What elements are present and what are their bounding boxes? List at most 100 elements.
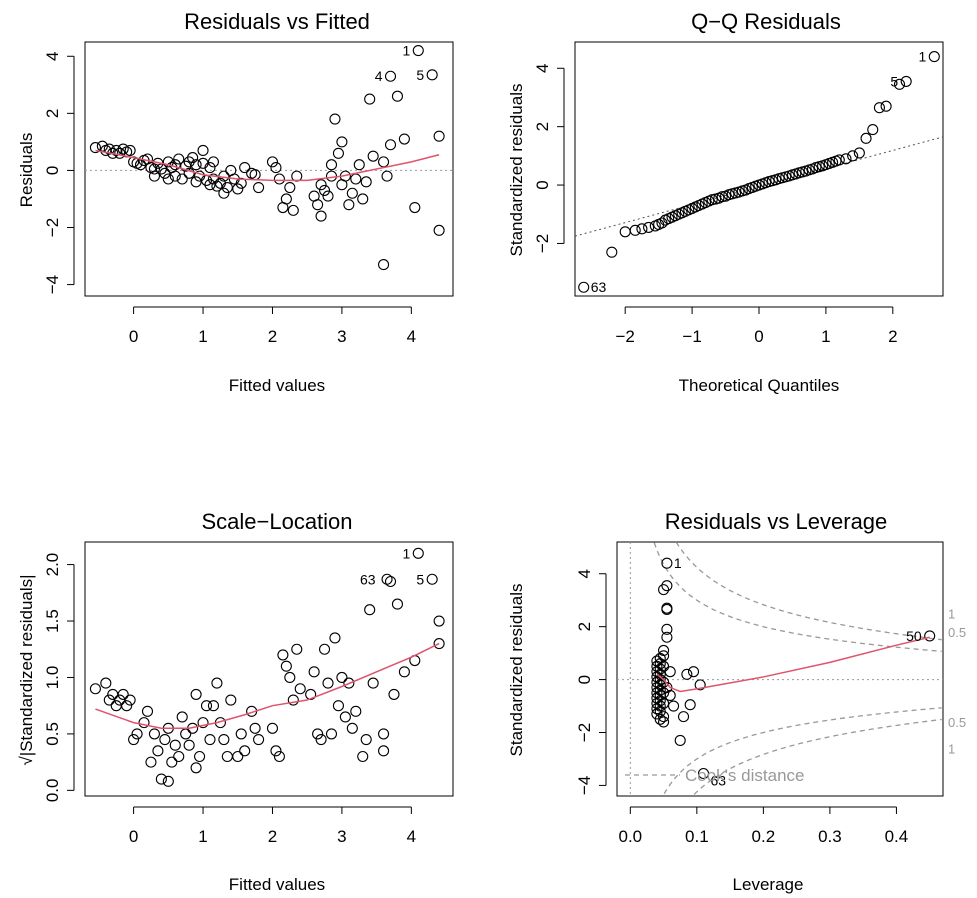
data-point bbox=[664, 689, 676, 702]
data-point bbox=[388, 688, 400, 700]
data-point bbox=[654, 668, 666, 680]
x-axis-label: Fitted values bbox=[229, 376, 325, 395]
data-point bbox=[169, 170, 181, 182]
data-point bbox=[103, 694, 115, 706]
data-point bbox=[357, 750, 369, 763]
data-point bbox=[325, 159, 338, 171]
cooks-contour-label: 1 bbox=[948, 606, 955, 621]
data-point bbox=[211, 677, 223, 689]
data-point bbox=[207, 156, 220, 168]
data-point bbox=[329, 632, 341, 644]
x-tick-label: 0.3 bbox=[818, 827, 842, 846]
point-label: 63 bbox=[710, 773, 726, 789]
cooks-contour-label: 0.5 bbox=[948, 625, 966, 640]
data-point bbox=[336, 136, 348, 148]
data-point bbox=[131, 728, 143, 740]
data-point bbox=[159, 734, 171, 746]
cooks-contour bbox=[693, 718, 942, 795]
data-point bbox=[606, 246, 618, 258]
data-point bbox=[190, 159, 202, 171]
data-point bbox=[378, 745, 390, 757]
x-axis-label: Theoretical Quantiles bbox=[679, 376, 840, 395]
point-label: 1 bbox=[402, 545, 410, 561]
plot-frame bbox=[84, 41, 454, 297]
data-point bbox=[629, 224, 641, 236]
point-label: 5 bbox=[416, 571, 424, 587]
data-point bbox=[336, 671, 348, 684]
point-labels: 1 4 5 bbox=[375, 43, 425, 85]
data-point bbox=[121, 700, 133, 712]
data-point bbox=[924, 630, 936, 642]
data-points bbox=[651, 557, 936, 780]
data-point bbox=[840, 153, 852, 165]
x-axis: 0.0 0.1 0.2 0.3 0.4 bbox=[618, 806, 908, 846]
data-point bbox=[651, 660, 663, 672]
data-point bbox=[128, 734, 140, 746]
data-point bbox=[117, 688, 129, 700]
data-point bbox=[166, 756, 178, 768]
data-point bbox=[180, 728, 192, 740]
data-point bbox=[674, 734, 686, 746]
data-point bbox=[426, 69, 438, 81]
data-point bbox=[221, 182, 233, 194]
data-point bbox=[148, 163, 160, 175]
y-tick-label: 0.0 bbox=[43, 779, 62, 803]
data-point bbox=[364, 93, 376, 105]
y-axis: 0.0 0.5 1.0 1.5 2.0 bbox=[43, 553, 75, 803]
data-point bbox=[658, 650, 670, 662]
x-tick-label: 1 bbox=[198, 327, 207, 346]
data-point bbox=[110, 144, 122, 156]
point-label: 1 bbox=[919, 49, 927, 65]
data-point bbox=[89, 683, 101, 695]
data-point bbox=[204, 179, 216, 191]
data-point bbox=[684, 699, 696, 711]
cooks-contour-label: 1 bbox=[948, 741, 955, 756]
y-tick-label: 0 bbox=[575, 675, 594, 684]
data-point bbox=[218, 187, 230, 199]
data-point bbox=[346, 722, 358, 734]
y-axis-label: Standardized residuals bbox=[507, 584, 526, 757]
data-point bbox=[664, 666, 676, 678]
y-axis-label: Residuals bbox=[17, 133, 36, 208]
y-tick-label: 1.0 bbox=[43, 666, 62, 690]
data-point bbox=[654, 663, 666, 675]
x-axis: −2 −1 0 1 2 bbox=[615, 306, 898, 346]
data-point bbox=[190, 176, 202, 188]
data-point bbox=[847, 150, 859, 162]
data-point bbox=[124, 694, 136, 706]
data-point bbox=[329, 113, 341, 125]
data-point bbox=[697, 767, 710, 780]
data-point bbox=[651, 697, 663, 709]
data-point bbox=[677, 711, 690, 723]
x-tick-label: 0 bbox=[754, 327, 763, 346]
cooks-contour bbox=[663, 707, 942, 795]
data-point bbox=[287, 204, 299, 216]
x-tick-label: 2 bbox=[888, 327, 897, 346]
y-axis: −4 −2 0 2 4 bbox=[43, 52, 75, 294]
smooth-line bbox=[656, 636, 930, 693]
data-point bbox=[162, 156, 174, 168]
y-tick-label: 2 bbox=[575, 622, 594, 631]
panel-title: Scale−Location bbox=[201, 509, 352, 534]
y-tick-label: 0.5 bbox=[43, 722, 62, 746]
data-point bbox=[893, 78, 906, 90]
data-point bbox=[322, 190, 334, 202]
data-point bbox=[433, 638, 445, 650]
data-point bbox=[249, 169, 261, 181]
data-point bbox=[353, 159, 365, 171]
data-point bbox=[89, 142, 101, 154]
data-point bbox=[266, 722, 279, 734]
y-tick-label: −2 bbox=[533, 234, 552, 253]
smooth-line bbox=[95, 149, 440, 182]
x-axis: 0 1 2 3 4 bbox=[129, 806, 416, 846]
y-axis-label: √|Standardized residuals| bbox=[17, 574, 36, 765]
data-point bbox=[900, 75, 912, 87]
data-point bbox=[654, 684, 666, 696]
data-point bbox=[658, 716, 670, 728]
data-point bbox=[190, 688, 202, 700]
cooks-contour bbox=[653, 542, 942, 653]
y-tick-label: 4 bbox=[43, 52, 62, 61]
data-point bbox=[221, 750, 233, 763]
data-point bbox=[661, 623, 673, 635]
cooks-contour-labels: 1 0.5 0.5 1 bbox=[948, 606, 966, 756]
